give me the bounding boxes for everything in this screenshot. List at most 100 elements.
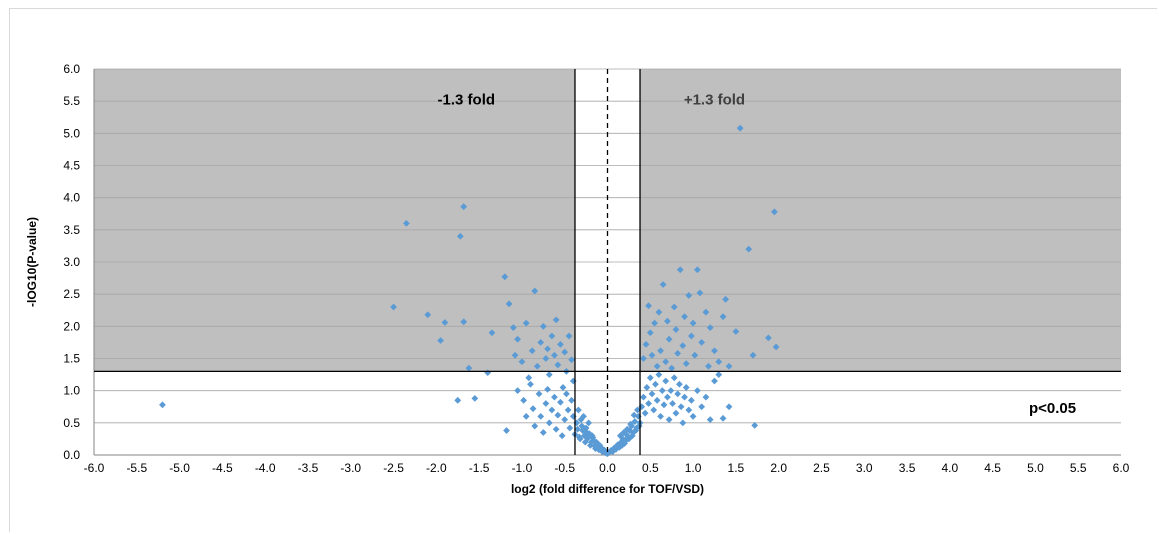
y-tick-label: 4.5 (63, 159, 80, 173)
x-tick-label: -4.0 (255, 461, 276, 475)
y-tick-label: 1.5 (63, 352, 80, 366)
shaded-region-right (640, 69, 1121, 372)
y-tick-label: 0.5 (63, 416, 80, 430)
data-point (715, 371, 723, 378)
data-point (544, 385, 551, 393)
data-point (531, 287, 539, 295)
data-point (660, 401, 668, 409)
chart-frame (9, 8, 1157, 532)
data-point (751, 422, 759, 429)
data-point (659, 281, 667, 288)
data-point (691, 351, 699, 359)
data-point (698, 403, 706, 411)
data-point (554, 411, 562, 419)
data-point (653, 362, 661, 370)
x-tick-label: 5.5 (1070, 461, 1087, 475)
data-point (670, 374, 678, 382)
data-point (725, 362, 733, 370)
data-point (702, 393, 710, 401)
data-point (565, 332, 573, 340)
data-point (548, 406, 556, 414)
data-point (643, 384, 651, 391)
data-point (533, 362, 541, 370)
x-tick-label: -6.0 (84, 461, 105, 475)
data-point (674, 390, 682, 398)
x-axis-title: log2 (fold difference for TOF/VSD) (511, 482, 704, 496)
x-tick-label: -5.0 (169, 461, 190, 475)
data-point (488, 329, 496, 337)
x-tick-label: 5.0 (1027, 461, 1044, 475)
y-tick-label: 2.5 (63, 287, 80, 301)
y-tick-label: 5.5 (63, 94, 80, 108)
data-point (424, 311, 432, 319)
data-point (664, 317, 671, 325)
data-point (627, 420, 635, 428)
data-point (655, 371, 663, 378)
data-point (696, 289, 704, 297)
data-point (677, 403, 685, 411)
data-point (568, 356, 575, 364)
x-tick-label: 2.5 (813, 461, 830, 475)
data-point (159, 401, 166, 409)
x-tick-label: 1.5 (728, 461, 745, 475)
data-point (545, 371, 553, 378)
data-point (630, 411, 638, 419)
data-point (471, 394, 479, 402)
data-point (725, 403, 733, 411)
data-point (559, 384, 567, 391)
x-tick-label: 0.0 (599, 461, 616, 475)
data-point (645, 400, 652, 407)
y-tick-label: 4.0 (63, 191, 80, 205)
x-tick-label: 2.0 (770, 461, 787, 475)
annotation-label: p<0.05 (1029, 400, 1076, 417)
data-point (641, 409, 649, 417)
x-tick-label: 3.0 (856, 461, 873, 475)
data-point (665, 416, 673, 424)
data-point (551, 393, 558, 401)
data-point (456, 232, 464, 240)
data-point (646, 374, 654, 382)
data-point (679, 419, 687, 427)
data-point (669, 400, 676, 407)
x-tick-label: -2.0 (426, 461, 447, 475)
data-point (527, 380, 534, 388)
tick-labels: -6.0 -5.5 -5.0 -4.5 -4.0 -3.5 -3.0 -2.5 -2.0 -1.5… (63, 62, 1129, 475)
shaded-regions (94, 69, 1121, 372)
data-point (650, 406, 658, 414)
x-tick-label: 4.5 (984, 461, 1001, 475)
data-point (522, 413, 530, 420)
data-point (658, 387, 666, 395)
x-tick-label: 0.5 (642, 461, 659, 475)
data-point (437, 337, 445, 344)
x-tick-label: 4.0 (941, 461, 958, 475)
data-point (685, 406, 693, 414)
x-tick-label: -2.5 (383, 461, 404, 475)
data-point (662, 358, 670, 366)
data-point (681, 393, 688, 401)
data-point (640, 393, 647, 401)
data-point (589, 434, 597, 442)
data-point (561, 348, 569, 356)
data-point (563, 390, 570, 398)
annotation-label: +1.3 fold (684, 91, 745, 108)
data-point (564, 406, 572, 414)
x-tick-label: -3.5 (298, 461, 319, 475)
data-point (531, 422, 539, 430)
data-point (552, 425, 560, 433)
data-point (557, 398, 564, 406)
data-point (501, 273, 509, 281)
data-point (689, 413, 697, 420)
data-point (667, 387, 675, 395)
data-point (441, 319, 449, 326)
data-point (653, 396, 661, 404)
y-tick-label: 3.0 (63, 255, 80, 269)
data-point (542, 400, 550, 407)
y-tick-label: 3.5 (63, 223, 80, 237)
data-point (722, 295, 729, 303)
data-point (693, 266, 701, 274)
data-point (575, 406, 582, 414)
data-point (657, 347, 664, 355)
data-point (529, 405, 537, 413)
data-point (402, 220, 410, 227)
